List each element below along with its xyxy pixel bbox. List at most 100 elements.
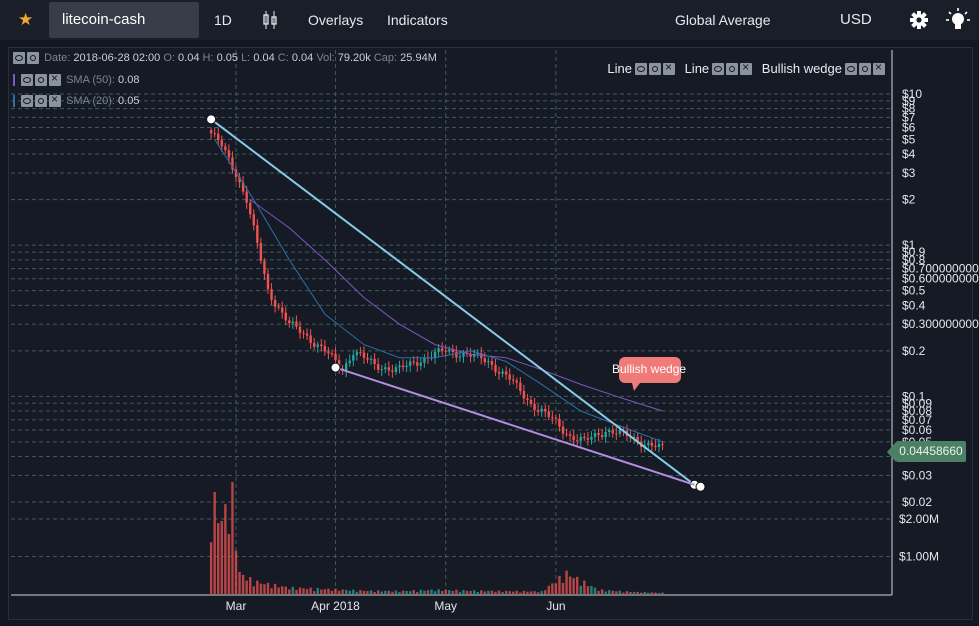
volume-bar — [341, 589, 344, 594]
bullish-wedge-label: Bullish wedge — [612, 362, 686, 376]
candle-body — [227, 150, 231, 158]
low-value: 0.04 — [253, 52, 275, 64]
candle-body — [312, 343, 316, 347]
eye-icon[interactable] — [712, 62, 725, 75]
volume-bar — [213, 492, 216, 594]
close-icon[interactable] — [873, 60, 885, 75]
volume-bar — [536, 592, 540, 594]
candle-body — [608, 430, 611, 432]
volume-bar — [444, 589, 447, 594]
volume-bar — [508, 591, 511, 594]
candle-body — [647, 442, 650, 446]
candle-body — [522, 390, 526, 399]
volume-bar — [316, 587, 319, 594]
favorite-star-icon[interactable]: ★ — [18, 10, 34, 29]
candle-body — [533, 403, 536, 411]
candle-body — [330, 353, 334, 355]
candle-body — [224, 146, 227, 151]
candle-body — [323, 346, 327, 352]
drawings-toolbar: Line Line Bullish wedge — [603, 60, 887, 76]
candle-body — [284, 312, 287, 321]
candle-body — [600, 435, 604, 438]
eye-icon[interactable] — [634, 62, 647, 75]
volume-bar — [540, 591, 543, 594]
candle-body — [579, 436, 582, 441]
candle-body — [298, 326, 302, 333]
close-icon[interactable] — [49, 92, 61, 108]
volume-bar — [494, 591, 497, 594]
candle-body — [320, 344, 323, 347]
source-select[interactable]: Global Average — [675, 12, 771, 28]
volume-bar — [241, 574, 245, 594]
candle-body — [501, 371, 504, 374]
price-tick-label: $1 — [902, 238, 916, 252]
settings-icon[interactable] — [859, 62, 871, 75]
price-tick-label: $3 — [902, 166, 916, 180]
candle-body — [572, 435, 575, 441]
candle-body — [657, 443, 661, 448]
volume-bars — [209, 481, 664, 594]
volume-bar — [288, 589, 291, 594]
candle-body — [604, 431, 607, 438]
candle-body — [259, 242, 263, 261]
candle-body — [277, 306, 280, 308]
candle-body — [618, 429, 622, 434]
interval-button[interactable]: 1D — [214, 12, 232, 28]
close-icon[interactable] — [740, 60, 753, 75]
settings-icon[interactable] — [726, 62, 739, 75]
volume-bar — [384, 590, 387, 594]
settings-icon[interactable] — [648, 62, 661, 75]
candle-body — [526, 398, 529, 400]
eye-icon[interactable] — [13, 52, 25, 65]
volume-bar — [348, 590, 351, 594]
asset-search-box[interactable] — [49, 2, 199, 38]
volume-bar — [565, 570, 568, 594]
settings-icon[interactable] — [35, 95, 47, 108]
chart-panel — [8, 47, 973, 620]
eye-icon[interactable] — [21, 95, 33, 108]
candle-body — [394, 367, 398, 372]
candle-body — [472, 353, 476, 357]
settings-icon[interactable] — [35, 74, 47, 87]
candle-body — [249, 202, 252, 215]
price-tick-label: $0.09 — [902, 396, 932, 410]
high-key: H: — [202, 52, 214, 64]
volume-bar — [476, 592, 479, 594]
volume-tick-label: $1.00M — [899, 550, 939, 564]
close-icon[interactable] — [662, 60, 675, 75]
candle-body — [529, 399, 533, 404]
price-tick-label: $0.9 — [902, 245, 926, 259]
close-value: 0.04 — [291, 52, 314, 64]
bullish-wedge-callout[interactable] — [619, 357, 681, 391]
candle-body — [650, 442, 654, 446]
candle-body — [408, 361, 412, 366]
volume-bar — [401, 590, 405, 594]
asset-name[interactable]: litecoin-cash — [62, 11, 146, 28]
candle-body — [366, 357, 369, 360]
cap-value: 25.94M — [400, 52, 437, 64]
volume-bar — [533, 591, 536, 594]
drawing-line-1-label: Line — [607, 61, 632, 77]
volume-bar — [231, 481, 234, 594]
candle-body — [209, 130, 213, 134]
candle-body — [462, 352, 465, 357]
candle-body — [391, 370, 394, 372]
eye-icon[interactable] — [21, 74, 33, 87]
eye-icon[interactable] — [845, 62, 857, 75]
overlays-button[interactable]: Overlays — [308, 12, 364, 28]
volume-bar — [344, 589, 348, 594]
indicators-button[interactable]: Indicators — [387, 12, 448, 28]
volume-bar — [650, 592, 654, 594]
volume-tick-label: $2.00M — [899, 512, 939, 526]
volume-key: Vol: — [316, 52, 335, 64]
volume-bar — [433, 591, 437, 594]
close-icon[interactable] — [49, 71, 61, 87]
settings-icon[interactable] — [27, 52, 39, 65]
volume-bar — [412, 590, 415, 594]
volume-bar — [266, 582, 270, 594]
candle-body — [504, 371, 508, 375]
volume-bar — [643, 591, 646, 594]
currency-select[interactable]: USD — [840, 11, 872, 28]
volume-bar — [597, 590, 600, 594]
